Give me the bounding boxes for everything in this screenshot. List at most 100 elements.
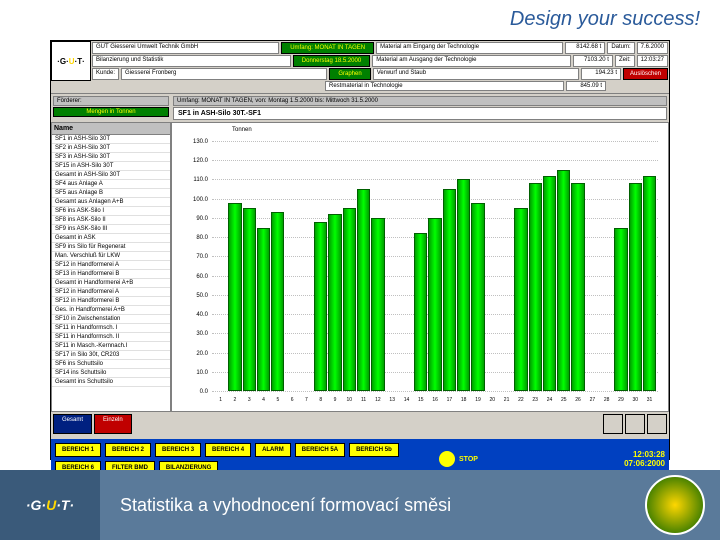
sidebar-item[interactable]: Gesamt in ASH-Silo 30T bbox=[52, 171, 170, 180]
sidebar-item[interactable]: SF9 ins Silo für Regenerat bbox=[52, 243, 170, 252]
val-4: 845.09 t bbox=[566, 81, 606, 91]
bar bbox=[343, 208, 356, 391]
sidebar-item[interactable]: SF4 aus Anlage A bbox=[52, 180, 170, 189]
bar bbox=[471, 203, 484, 391]
stop-button[interactable]: STOP bbox=[439, 451, 478, 467]
sidebar-item[interactable]: SF15 in ASH-Silo 30T bbox=[52, 162, 170, 171]
subtitle: Bilanzierung und Statistik bbox=[92, 55, 291, 67]
bar bbox=[514, 208, 527, 391]
bar bbox=[629, 183, 642, 391]
slide-title: Statistika a vyhodnocení formovací směsi bbox=[100, 495, 645, 516]
sidebar-item[interactable]: SF8 ins ASK-Silo II bbox=[52, 216, 170, 225]
bar bbox=[371, 218, 384, 391]
chart: Tonnen 0.010.020.030.040.050.060.070.080… bbox=[171, 122, 669, 412]
sidebar-item[interactable]: SF3 in ASH-Silo 30T bbox=[52, 153, 170, 162]
bar bbox=[328, 214, 341, 391]
chart-ylabel: Tonnen bbox=[232, 127, 252, 133]
footer-date: 07:06:2000 bbox=[624, 459, 665, 468]
area-button[interactable]: BEREICH 5b bbox=[349, 443, 399, 457]
info-4: Restmaterial in Technologie bbox=[325, 81, 564, 91]
sidebar-item[interactable]: SF1 in ASH-Silo 30T bbox=[52, 135, 170, 144]
time-label: Zeit: bbox=[615, 55, 635, 67]
footer-time: 12:03:28 bbox=[624, 450, 665, 459]
bar bbox=[428, 218, 441, 391]
sidebar-item[interactable]: SF14 ins Schuttsilo bbox=[52, 369, 170, 378]
sidebar-item[interactable]: Man. Verschluß für LKW bbox=[52, 252, 170, 261]
clear-button[interactable]: Auslöschen bbox=[623, 68, 668, 80]
sidebar-item[interactable]: SF12 in Handformerei B bbox=[52, 297, 170, 306]
sidebar-item[interactable]: SF9 ins ASK-Silo III bbox=[52, 225, 170, 234]
sidebar-header: Name bbox=[52, 123, 170, 135]
area-button[interactable]: ALARM bbox=[255, 443, 291, 457]
tab-gesamt[interactable]: Gesamt bbox=[53, 414, 92, 434]
mode-green[interactable]: Graphen bbox=[329, 68, 370, 80]
bar bbox=[257, 228, 270, 391]
bar bbox=[314, 222, 327, 391]
area-button[interactable]: BEREICH 2 bbox=[105, 443, 151, 457]
sidebar-item[interactable]: SF6 ins Schuttsilo bbox=[52, 360, 170, 369]
sidebar-item[interactable]: Ges. in Handformerei A+B bbox=[52, 306, 170, 315]
area-button[interactable]: BEREICH 5A bbox=[295, 443, 345, 457]
header: ·G·U·T· GUT Giesserei Umwelt Technik Gmb… bbox=[51, 41, 669, 94]
conveyor-label: Förderer: bbox=[53, 96, 169, 106]
sidebar-item[interactable]: SF6 ins ASK-Silo I bbox=[52, 207, 170, 216]
company-name: GUT Giesserei Umwelt Technik GmbH bbox=[92, 42, 279, 54]
range-label: Umfang: MONAT IN TAGEN, von: Montag 1.5.… bbox=[173, 96, 667, 106]
bar bbox=[357, 189, 370, 391]
area-button[interactable]: BEREICH 4 bbox=[205, 443, 251, 457]
sidebar-item[interactable]: SF2 in ASH-Silo 30T bbox=[52, 144, 170, 153]
info-3: Verwurf und Staub bbox=[373, 68, 579, 80]
bar bbox=[557, 170, 570, 391]
sidebar-item[interactable]: SF11 in Masch.-Kernnach.I bbox=[52, 342, 170, 351]
units-button[interactable]: Mengen in Tonnen bbox=[53, 107, 169, 117]
val-1: 8142.68 t bbox=[565, 42, 605, 54]
sidebar-item[interactable]: Gesamt in Handformerei A+B bbox=[52, 279, 170, 288]
bar bbox=[271, 212, 284, 391]
sidebar-item[interactable]: SF5 aus Anlage B bbox=[52, 189, 170, 198]
gut-logo: ·G·U·T· bbox=[0, 470, 100, 540]
bar bbox=[643, 176, 656, 391]
bar bbox=[414, 233, 427, 391]
tool-icon-2[interactable] bbox=[625, 414, 645, 434]
info-1: Material am Eingang der Technologie bbox=[376, 42, 563, 54]
print-icon[interactable] bbox=[647, 414, 667, 434]
tab-einzeln[interactable]: Einzeln bbox=[94, 414, 132, 434]
info-2: Material am Ausgang der Technologie bbox=[372, 55, 571, 67]
sidebar-item[interactable]: SF11 in Handformsch. II bbox=[52, 333, 170, 342]
val-2: 7103.20 t bbox=[573, 55, 613, 67]
sidebar-item[interactable]: SF12 in Handformerei A bbox=[52, 261, 170, 270]
bar bbox=[443, 189, 456, 391]
subheader: Förderer: Mengen in Tonnen Umfang: MONAT… bbox=[51, 94, 669, 122]
sidebar-item[interactable]: Gesamt aus Anlagen A+B bbox=[52, 198, 170, 207]
tool-icon-1[interactable] bbox=[603, 414, 623, 434]
sidebar-item[interactable]: SF17 in Silo 30t, CR203 bbox=[52, 351, 170, 360]
x-labels: 1234567891011121314151617181920212223242… bbox=[212, 397, 658, 403]
date-label: Datum: bbox=[607, 42, 634, 54]
sidebar-item[interactable]: SF11 in Handformsch. I bbox=[52, 324, 170, 333]
bar bbox=[543, 176, 556, 391]
slogan: Design your success! bbox=[510, 8, 700, 31]
badge-icon bbox=[645, 475, 705, 535]
area-button[interactable]: BEREICH 3 bbox=[155, 443, 201, 457]
date-val: 7.6.2000 bbox=[637, 42, 668, 54]
sidebar-item[interactable]: SF12 in Handformerei A bbox=[52, 288, 170, 297]
sidebar-item[interactable]: SF13 in Handformerei B bbox=[52, 270, 170, 279]
area-button[interactable]: BEREICH 1 bbox=[55, 443, 101, 457]
slide-footer: ·G·U·T· Statistika a vyhodnocení formova… bbox=[0, 470, 720, 540]
date-green: Donnerstag 18.5.2000 bbox=[293, 55, 370, 67]
sidebar: Name SF1 in ASH-Silo 30TSF2 in ASH-Silo … bbox=[51, 122, 171, 412]
bar bbox=[457, 179, 470, 391]
customer-val: Giesserei Fronberg bbox=[121, 68, 327, 80]
sidebar-item[interactable]: Gesamt ins Schuttsilo bbox=[52, 378, 170, 387]
bar bbox=[243, 208, 256, 391]
bar bbox=[571, 183, 584, 391]
customer-label: Kunde: bbox=[92, 68, 119, 80]
scope-label: Umfang: MONAT IN TAGEN bbox=[281, 42, 374, 54]
sidebar-item[interactable]: Gesamt in ASK bbox=[52, 234, 170, 243]
time-val: 12:03:27 bbox=[637, 55, 668, 67]
bar bbox=[529, 183, 542, 391]
sidebar-item[interactable]: SF10 in Zwischenstation bbox=[52, 315, 170, 324]
bar bbox=[228, 203, 241, 391]
bar bbox=[614, 228, 627, 391]
logo: ·G·U·T· bbox=[51, 41, 91, 81]
